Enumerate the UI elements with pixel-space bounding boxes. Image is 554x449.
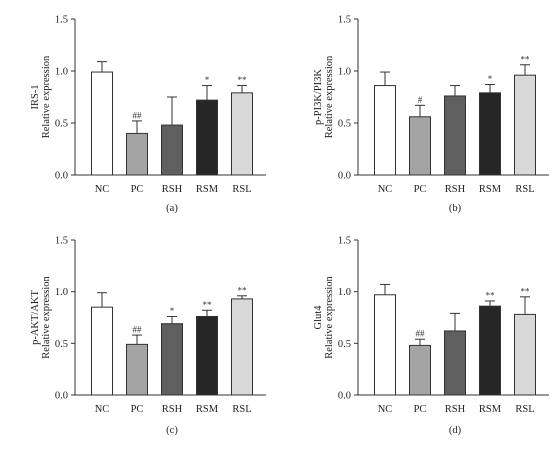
y-axis-title: p-PI3K/PI3K (313, 69, 324, 125)
significance-mark: ** (203, 300, 213, 310)
bar-rsm (479, 305, 501, 396)
y-tick-label: 0.5 (55, 339, 68, 350)
x-tick-label: PC (131, 184, 144, 195)
y-axis-title: IRS-1 (30, 84, 41, 109)
y-tick-label: 0.0 (55, 171, 68, 182)
bar-nc (374, 85, 396, 176)
bar-pc (126, 343, 148, 396)
x-tick-label: NC (378, 184, 393, 195)
bar-rsh (161, 323, 183, 396)
bar-pc (409, 116, 431, 176)
significance-mark: ## (416, 329, 426, 339)
chart-panel-c: 0.0 0.5 1.0 1.5 p-AKT/AKT Relative expression… (30, 236, 266, 436)
x-tick-label: RSL (232, 404, 251, 415)
y-axis-subtitle: Relative expression (41, 275, 52, 358)
y-tick-label: 1.5 (55, 236, 68, 247)
bar-pc (126, 132, 148, 176)
x-tick-label: PC (131, 404, 144, 415)
panel-label: (c) (166, 425, 178, 436)
panel-label: (b) (449, 203, 462, 214)
y-tick-label: 0.5 (338, 339, 351, 350)
x-tick-label: RSM (479, 184, 502, 195)
significance-mark: * (205, 75, 210, 85)
x-tick-label: RSL (232, 184, 251, 195)
chart-panel-a: 0.0 0.5 1.0 1.5 IRS-1 Relative expression NC ##… (30, 15, 266, 214)
bar-nc (91, 306, 113, 396)
significance-mark: ** (521, 286, 531, 296)
significance-mark: * (170, 306, 175, 316)
y-axis-subtitle: Relative expression (324, 55, 335, 138)
panel-label: (d) (449, 425, 462, 436)
x-tick-label: PC (414, 184, 427, 195)
bar-rsm (196, 315, 218, 396)
y-tick-label: 0.0 (338, 391, 351, 402)
significance-mark: ** (238, 75, 248, 85)
x-tick-label: RSH (445, 404, 466, 415)
y-tick-label: 0.0 (338, 171, 351, 182)
x-tick-label: RSL (515, 404, 534, 415)
x-tick-label: RSH (162, 184, 183, 195)
y-tick-label: 1.0 (338, 67, 351, 78)
significance-mark: ## (133, 325, 143, 335)
chart-panel-d: 0.0 0.5 1.0 1.5 Glut4 Relative expression NC ##… (313, 236, 549, 436)
significance-mark: ** (486, 290, 496, 300)
bar-nc (91, 71, 113, 176)
bar-rsl (514, 313, 536, 396)
bar-nc (374, 294, 396, 396)
y-tick-label: 1.5 (55, 15, 68, 26)
significance-mark: # (418, 95, 423, 105)
y-axis-subtitle: Relative expression (41, 55, 52, 138)
bar-rsl (231, 298, 253, 396)
x-tick-label: RSH (445, 184, 466, 195)
significance-mark: ** (238, 285, 248, 295)
bar-rsm (196, 99, 218, 176)
bar-rsl (514, 74, 536, 176)
x-tick-label: PC (414, 404, 427, 415)
bar-rsm (479, 92, 501, 176)
y-tick-label: 0.5 (338, 119, 351, 130)
x-tick-label: RSM (196, 184, 219, 195)
y-tick-label: 0.5 (55, 119, 68, 130)
y-axis-subtitle: Relative expression (324, 275, 335, 358)
y-tick-label: 1.0 (55, 287, 68, 298)
x-tick-label: NC (95, 184, 110, 195)
x-tick-label: RSM (196, 404, 219, 415)
bar-pc (409, 344, 431, 396)
significance-mark: * (488, 74, 493, 84)
y-axis-title: p-AKT/AKT (30, 290, 41, 345)
y-tick-label: 0.0 (55, 391, 68, 402)
bar-rsh (161, 124, 183, 176)
panel-label: (a) (166, 203, 178, 214)
bar-rsl (231, 92, 253, 176)
significance-mark: ** (521, 54, 531, 64)
x-tick-label: NC (95, 404, 110, 415)
y-tick-label: 1.5 (338, 15, 351, 26)
x-tick-label: RSH (162, 404, 183, 415)
chart-panel-b: 0.0 0.5 1.0 1.5 p-PI3K/PI3K Relative expressi… (313, 15, 549, 214)
bar-rsh (444, 95, 466, 176)
x-tick-label: RSL (515, 184, 534, 195)
y-tick-label: 1.0 (338, 287, 351, 298)
y-axis-title: Glut4 (313, 305, 324, 330)
bar-rsh (444, 330, 466, 396)
significance-mark: ## (133, 110, 143, 120)
x-tick-label: NC (378, 404, 393, 415)
y-tick-label: 1.5 (338, 236, 351, 247)
y-tick-label: 1.0 (55, 67, 68, 78)
x-tick-label: RSM (479, 404, 502, 415)
